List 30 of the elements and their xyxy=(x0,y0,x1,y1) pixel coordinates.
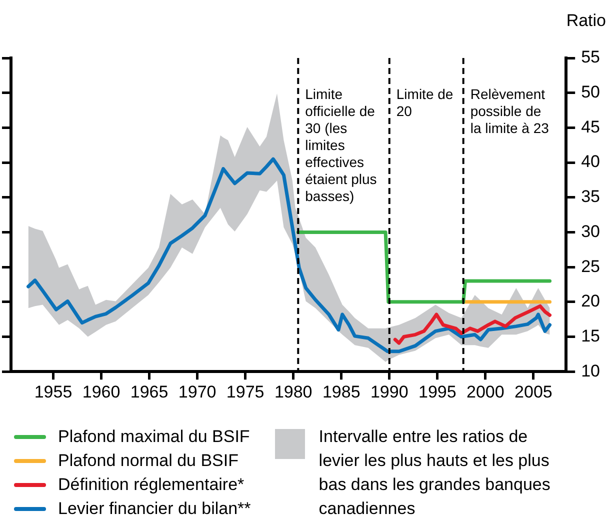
y-tick-label: 50 xyxy=(581,82,600,102)
legend-label: Plafond normal du BSIF xyxy=(58,450,238,472)
y-tick-label: 30 xyxy=(581,222,600,241)
x-tick-label: 1990 xyxy=(370,382,408,402)
y-tick-label: 45 xyxy=(581,117,600,136)
y-tick-label: 15 xyxy=(581,326,600,346)
x-tick-label: 1975 xyxy=(226,382,264,402)
x-tick-label: 1960 xyxy=(82,382,120,402)
ref-line-label: Limite de 20 xyxy=(396,86,454,119)
y-tick-label: 40 xyxy=(581,152,600,172)
text: Intervalle entre les ratios de levier les plus hauts et les plus bas dans les grandes banques canadiennes xyxy=(318,426,552,520)
x-tick-label: 1965 xyxy=(130,382,168,402)
x-tick-label: 2000 xyxy=(466,382,504,402)
legend-label: Levier financier du bilan** xyxy=(58,498,251,520)
ref-line-label: Relèvement possible de la limite à 23 xyxy=(470,86,550,136)
y-tick-label: 20 xyxy=(581,292,600,311)
x-tick-label: 1955 xyxy=(34,382,72,402)
legend-label: Définition réglementaire* xyxy=(58,474,244,496)
x-tick-label: 1985 xyxy=(322,382,360,402)
y-axis-title: Ratio xyxy=(566,11,606,30)
y-tick-label: 10 xyxy=(581,361,600,380)
x-tick-label: 1970 xyxy=(178,382,216,402)
legend-label: Plafond maximal du BSIF xyxy=(58,426,250,448)
y-tick-label: 25 xyxy=(581,256,600,276)
y-tick-label: 35 xyxy=(581,187,600,206)
x-tick-label: 1995 xyxy=(418,382,456,402)
x-tick-label: 1980 xyxy=(274,382,312,402)
y-tick-label: 55 xyxy=(581,48,600,67)
x-tick-label: 2005 xyxy=(514,382,552,402)
ref-line-label: Limite officielle de 30 (les limites effectives étaient plus basses) xyxy=(305,86,377,204)
